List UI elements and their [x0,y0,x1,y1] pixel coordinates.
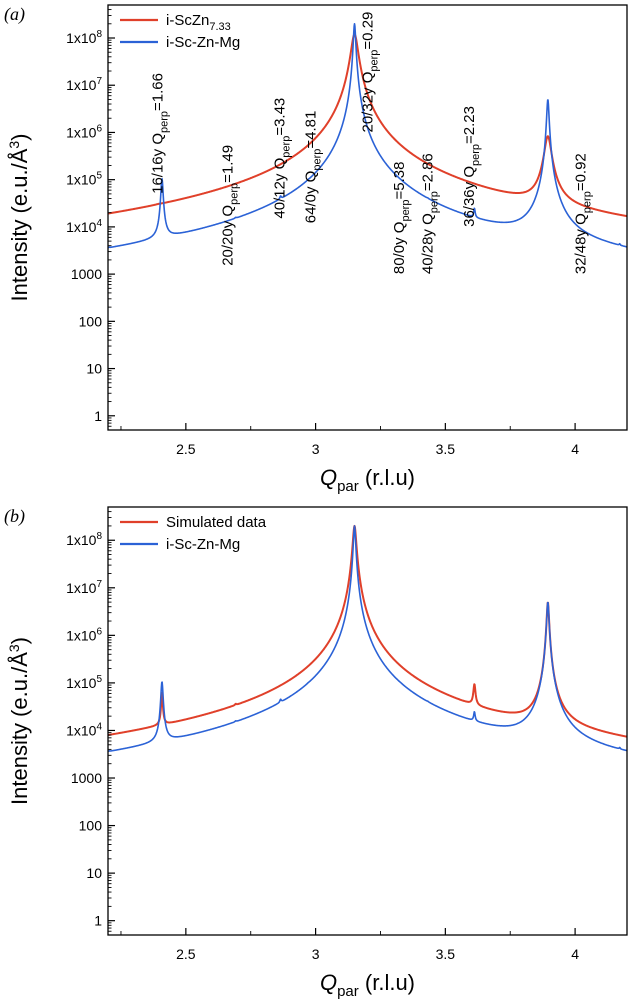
x-axis-label: Qpar (r.l.u) [320,465,415,495]
x-tick-label: 2.5 [176,946,196,962]
y-tick-label: 1x104 [66,721,102,738]
x-tick-label: 3 [312,441,320,457]
legend-label: i-Sc-Zn-Mg [166,536,240,553]
panel-label: (b) [4,506,25,527]
peak-annotation: 20/32y Qperp=0.29 [360,12,381,133]
x-axis-label: Qpar (r.l.u) [320,970,415,1000]
peak-annotation: 36/36y Qperp=2.23 [461,106,482,227]
peak-annotation: 16/16y Qperp=1.66 [150,73,171,194]
y-tick-label: 1 [94,913,102,929]
series-line-red [108,33,627,218]
y-tick-label: 1000 [71,266,102,282]
x-tick-label: 2.5 [176,441,196,457]
y-tick-label: 100 [79,313,103,329]
plot-area [108,22,627,249]
y-tick-label: 1000 [71,770,102,786]
y-tick-label: 1x106 [66,626,102,643]
y-tick-label: 10 [86,865,102,881]
y-tick-label: 1x106 [66,123,102,140]
y-tick-label: 100 [79,818,103,834]
series-line-blue [108,22,627,249]
y-axis-label: Intensity (e.u./Å3) [6,134,32,302]
y-axis-label: Intensity (e.u./Å3) [6,637,32,805]
y-tick-label: 1x108 [66,29,102,46]
peak-annotation: 20/20y Qperp=1.49 [220,145,241,266]
y-tick-label: 1x105 [66,674,102,691]
y-tick-label: 1x107 [66,579,102,596]
x-tick-label: 3.5 [436,441,456,457]
x-tick-label: 3 [312,946,320,962]
y-tick-label: 1x104 [66,218,102,235]
x-tick-label: 4 [571,441,579,457]
legend-label: Simulated data [166,514,267,531]
x-tick-label: 3.5 [436,946,456,962]
panel-b: 1 10 100 1000 1x104 1x105 1x106 1x107 1x108 2.5 3 3… [4,506,628,1000]
y-tick-label: 1x107 [66,76,102,93]
y-tick-label: 1x108 [66,531,102,548]
legend-label: i-ScZn7.33 [166,12,231,33]
x-tick-label: 4 [571,946,579,962]
legend-label: i-Sc-Zn-Mg [166,34,240,51]
plot-frame [107,506,628,936]
plot-area [108,524,627,753]
peak-annotation: 64/0y Qperp=4.81 [303,111,324,224]
plot-frame [107,4,628,431]
peak-annotation: 32/48y Qperp=0.92 [573,153,594,274]
panel-label: (a) [4,4,25,25]
panel-a: 1 10 100 1000 1x104 1x105 1x106 1x107 1x108 2.5 3 3… [4,4,628,495]
peak-annotation: 80/0y Qperp=5.38 [391,162,412,275]
y-tick-label: 1x105 [66,171,102,188]
peak-annotation: 40/12y Qperp=3.43 [272,98,293,219]
y-tick-label: 1 [94,408,102,424]
series-line-blue [108,525,627,753]
y-tick-label: 10 [86,361,102,377]
peak-annotation: 40/28y Qperp=2.86 [419,153,440,274]
